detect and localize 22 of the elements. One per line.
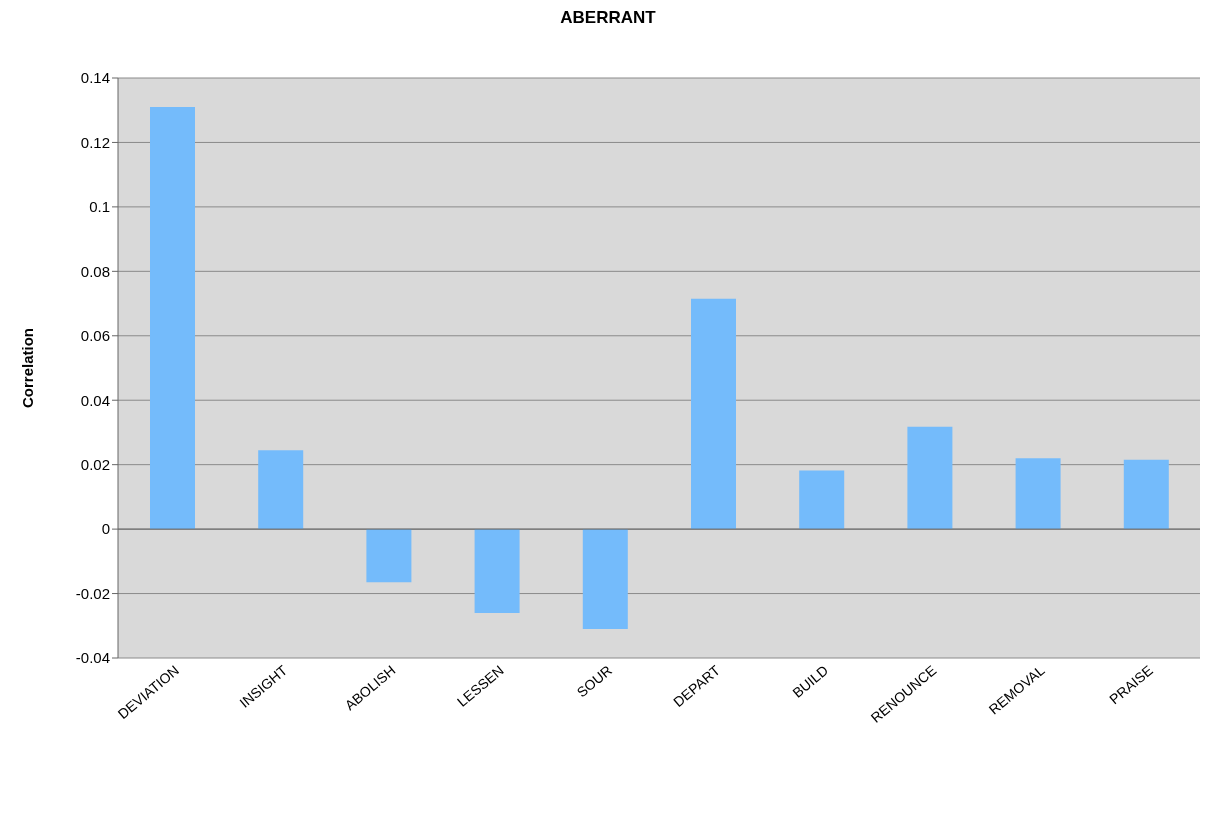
y-tick-label: 0 [101,520,110,538]
y-tick-label: -0.02 [75,584,110,602]
bar [691,298,736,530]
bar [366,529,412,583]
y-tick-label: 0.06 [80,327,110,345]
y-tick-label: 0.14 [80,69,110,87]
bar [150,107,195,530]
y-tick-label: 0.08 [80,262,110,280]
y-tick-label: 0.02 [80,455,110,473]
bar [1015,458,1061,530]
chart-title: ABERRANT [559,8,657,29]
bar [799,470,845,530]
y-tick-label: 0.12 [80,133,110,151]
bar [258,450,304,530]
bar [582,529,628,629]
bar [474,529,520,613]
bar [907,426,953,530]
y-tick-label: 0.1 [89,198,110,216]
bar [1123,459,1169,530]
y-axis-title: Correlation [19,327,37,409]
y-tick-label: 0.04 [80,391,110,409]
y-tick-label: -0.04 [75,649,110,667]
